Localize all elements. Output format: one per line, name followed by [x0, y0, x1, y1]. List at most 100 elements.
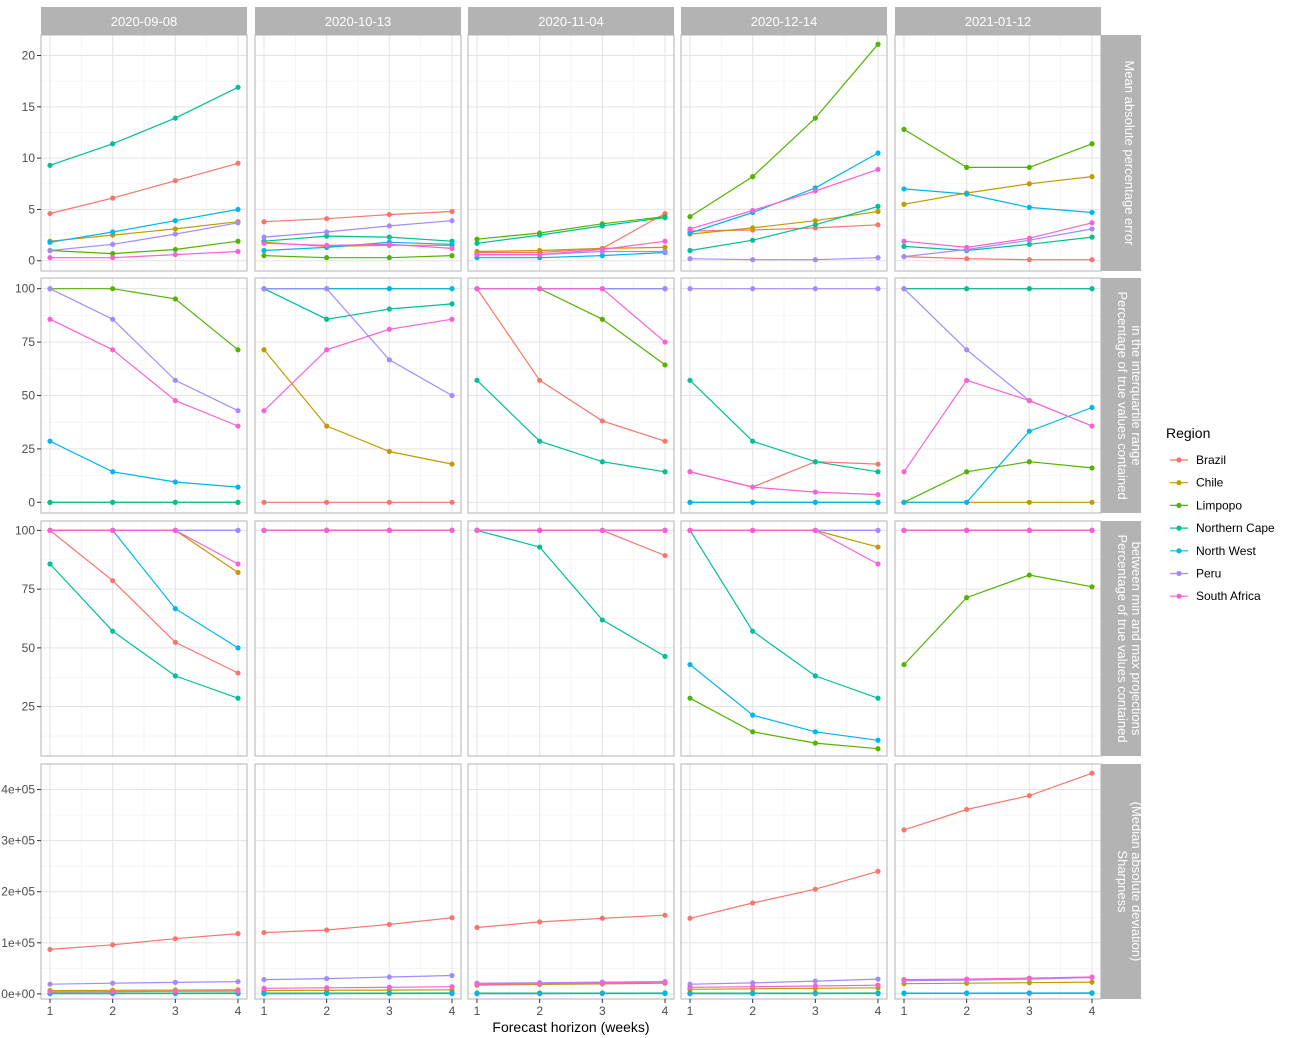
data-point-chile [901, 201, 907, 207]
panel-border [894, 520, 1102, 757]
series-line-south-africa [903, 222, 1093, 249]
data-point-brazil [662, 912, 668, 918]
series-line-brazil [476, 914, 666, 929]
data-point-south-africa [1089, 220, 1095, 226]
data-point-south-africa [687, 226, 693, 232]
x-tick-label: 2 [109, 1004, 116, 1018]
series-line-northern-cape [49, 563, 239, 699]
data-point-south-africa [235, 423, 241, 429]
data-point-south-africa [474, 286, 480, 292]
data-point-brazil [964, 256, 970, 262]
x-axis-title: Forecast horizon (weeks) [492, 1019, 649, 1035]
data-point-peru [1089, 226, 1095, 232]
data-point-peru [172, 979, 178, 985]
data-point-peru [47, 981, 53, 987]
x-tick-label: 3 [172, 1004, 179, 1018]
series-line-peru [903, 976, 1093, 982]
data-point-south-africa [324, 527, 330, 534]
data-point-south-africa [386, 241, 392, 247]
data-point-north-west [812, 729, 818, 735]
data-point-brazil [901, 827, 907, 833]
data-point-brazil [172, 936, 178, 942]
data-point-south-africa [901, 469, 907, 475]
data-point-north-west [750, 990, 756, 997]
data-point-south-africa [1089, 423, 1095, 429]
data-point-peru [47, 247, 53, 254]
data-point-brazil [235, 160, 241, 166]
data-point-north-west [110, 469, 116, 475]
series-line-northern-cape [689, 205, 879, 252]
data-point-north-west [235, 206, 241, 213]
data-point-brazil [172, 639, 178, 645]
facet-strip-row-label: between min and max projections [1129, 542, 1144, 736]
data-point-south-africa [599, 527, 605, 534]
data-point-northern-cape [812, 673, 818, 679]
series-line-south-africa [476, 981, 666, 985]
series-line-south-africa [263, 986, 453, 989]
x-tick-label: 1 [901, 1004, 908, 1018]
data-point-limpopo [750, 729, 756, 735]
panel-border [894, 277, 1102, 514]
data-point-northern-cape [812, 459, 818, 465]
data-point-brazil [537, 377, 543, 383]
legend-label-peru: Peru [1196, 567, 1221, 581]
data-point-brazil [449, 208, 455, 215]
y-tick-label: 15 [22, 100, 36, 114]
series-line-northern-cape [476, 217, 666, 244]
data-point-peru [172, 377, 178, 383]
data-point-chile [875, 544, 881, 550]
data-point-north-west [662, 990, 668, 997]
data-point-north-west [964, 990, 970, 996]
data-point-north-west [474, 991, 480, 997]
data-point-north-west [875, 499, 881, 505]
data-point-north-west [172, 606, 178, 612]
data-point-north-west [449, 241, 455, 247]
data-point-peru [687, 286, 693, 292]
data-point-brazil [1089, 257, 1095, 263]
data-point-brazil [324, 216, 330, 222]
data-point-peru [449, 972, 455, 979]
series-line-limpopo [263, 255, 453, 259]
facet-strip-label: 2021-01-12 [965, 14, 1032, 29]
panel-border [40, 763, 248, 1000]
data-point-peru [261, 286, 267, 292]
data-point-peru [386, 223, 392, 229]
data-point-brazil [324, 499, 330, 505]
data-point-limpopo [812, 115, 818, 121]
data-point-brazil [474, 924, 480, 931]
data-point-northern-cape [875, 469, 881, 475]
data-point-peru [324, 975, 330, 982]
data-point-northern-cape [324, 233, 330, 239]
data-point-north-west [449, 286, 455, 292]
data-point-peru [812, 257, 818, 263]
data-point-south-africa [47, 316, 53, 322]
series-line-south-africa [689, 471, 879, 496]
data-point-northern-cape [235, 84, 241, 90]
data-point-south-africa [172, 988, 178, 994]
data-point-northern-cape [750, 438, 756, 444]
data-point-north-west [47, 239, 53, 245]
data-point-north-west [449, 990, 455, 997]
data-point-brazil [964, 806, 970, 813]
facet-strip-column [255, 7, 461, 35]
facet-strip-row-label: Sharpness [1115, 850, 1130, 913]
data-point-south-africa [537, 251, 543, 258]
data-point-south-africa [599, 246, 605, 253]
data-point-south-africa [875, 982, 881, 988]
data-point-north-west [687, 991, 693, 997]
data-point-northern-cape [901, 243, 907, 249]
y-tick-label: 0e+00 [1, 987, 35, 1001]
data-point-south-africa [235, 988, 241, 994]
data-point-chile [1026, 499, 1032, 505]
legend-key-point-brazil [1176, 457, 1182, 463]
series-line-chile [263, 349, 453, 465]
data-point-south-africa [235, 561, 241, 567]
data-point-south-africa [110, 527, 116, 534]
x-tick-label: 1 [687, 1004, 694, 1018]
data-point-brazil [687, 915, 693, 921]
data-point-south-africa [449, 984, 455, 990]
series-line-peru [689, 978, 879, 985]
data-point-peru [812, 286, 818, 292]
data-point-north-west [235, 484, 241, 490]
